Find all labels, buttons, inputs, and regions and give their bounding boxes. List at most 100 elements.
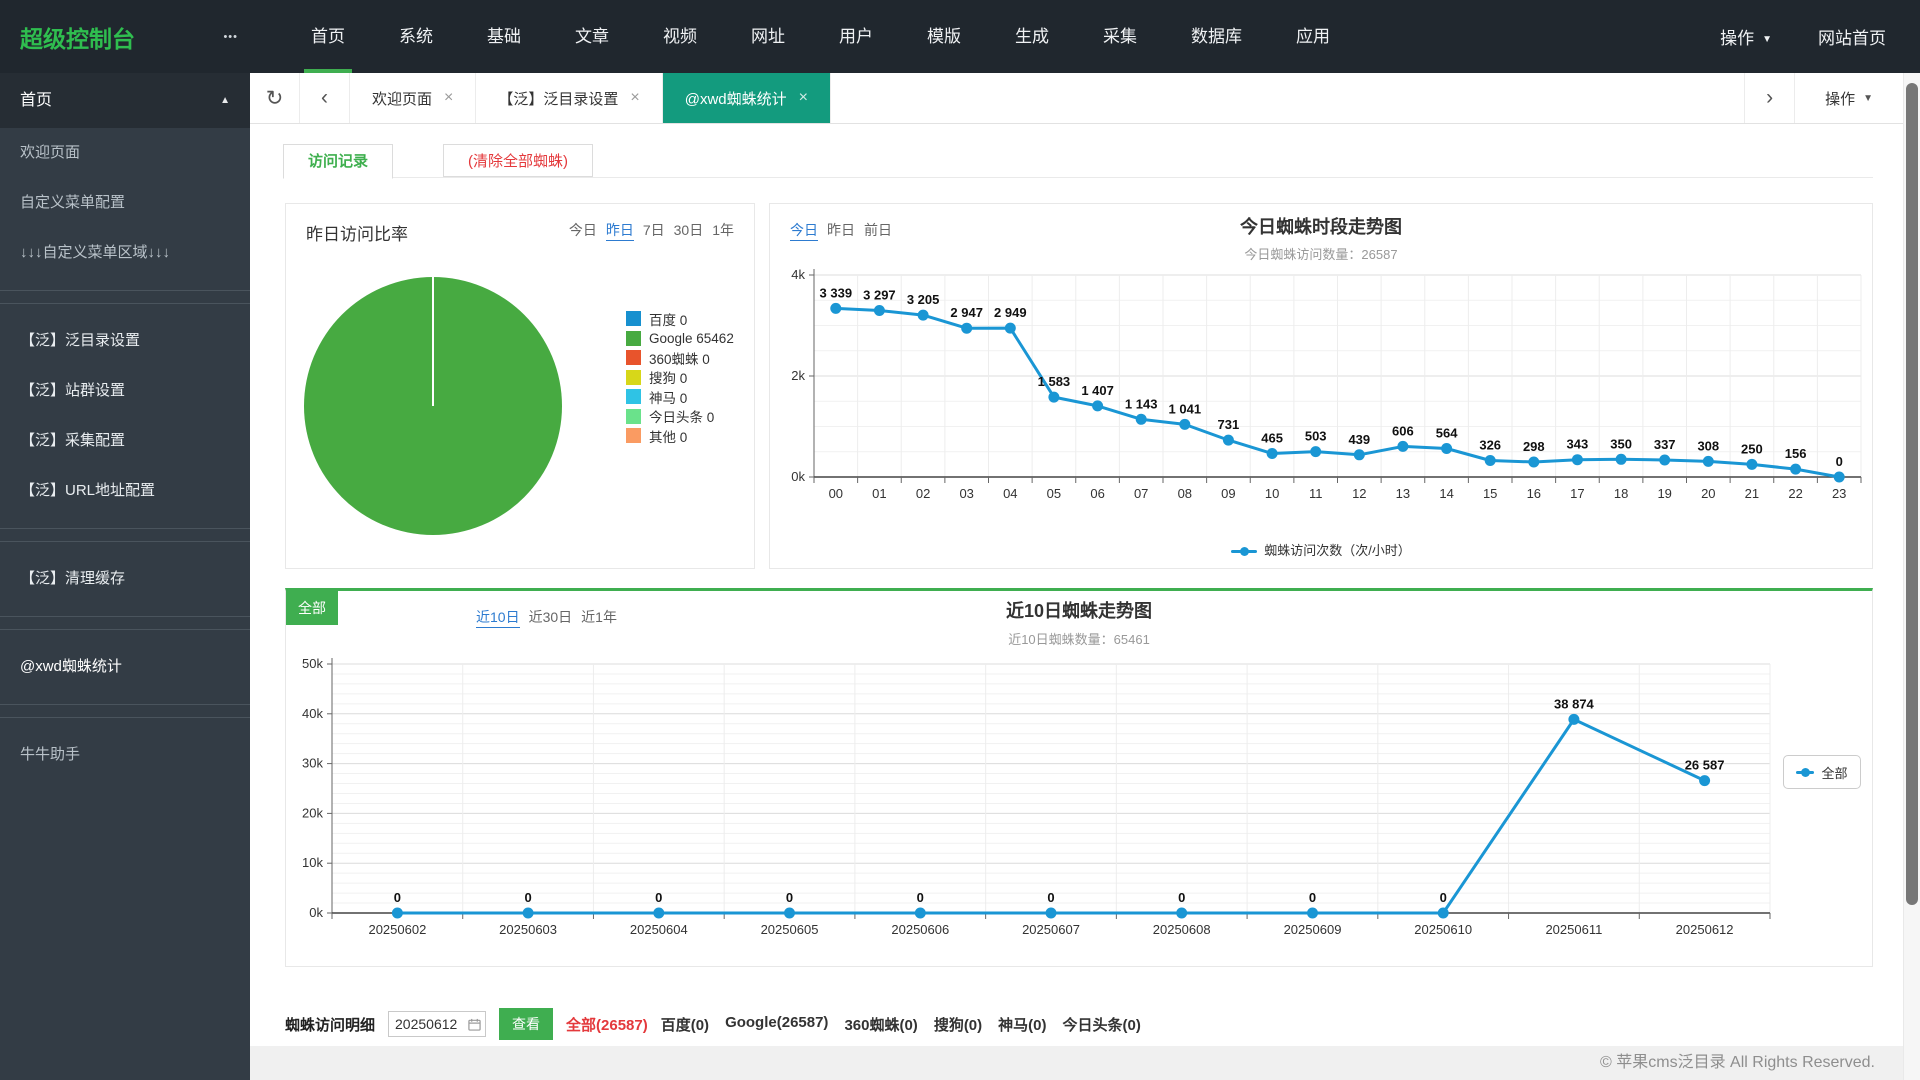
sidebar-item-13[interactable]: 牛牛助手	[0, 730, 250, 780]
stat-links: 百度(0) Google(26587) 360蜘蛛(0) 搜狗(0) 神马(0) 今日头条…	[661, 1014, 1141, 1035]
stat-link-3[interactable]: 搜狗(0)	[934, 1014, 982, 1035]
tab-close-icon[interactable]: ×	[799, 89, 808, 107]
copyright: © 苹果cms泛目录 All Rights Reserved.	[1600, 1054, 1875, 1071]
svg-text:1 407: 1 407	[1081, 383, 1114, 398]
svg-text:10: 10	[1265, 486, 1279, 501]
pie-filter-4[interactable]: 1年	[712, 222, 734, 238]
scroll-tabs-right-button[interactable]: ›	[1744, 73, 1794, 123]
caret-down-icon: ▼	[1863, 93, 1873, 104]
pie-legend-item-0[interactable]: 百度 0	[626, 309, 734, 329]
svg-text:00: 00	[829, 486, 843, 501]
top-nav-item-3[interactable]: 文章	[548, 0, 636, 73]
svg-text:30k: 30k	[302, 756, 323, 771]
topbar-action-dropdown[interactable]: 操作▼	[1720, 24, 1772, 49]
sidebar-header[interactable]: 首页 ▲	[0, 73, 250, 128]
svg-text:20250602: 20250602	[368, 922, 426, 937]
svg-text:4k: 4k	[791, 267, 805, 282]
open-tab-2[interactable]: @xwd蜘蛛统计×	[663, 73, 831, 123]
site-home-link[interactable]: 网站首页	[1818, 24, 1886, 49]
sidebar-item-11[interactable]: @xwd蜘蛛统计	[0, 642, 250, 692]
collapse-sidebar-icon[interactable]: •••	[223, 31, 238, 43]
scrollbar-thumb[interactable]	[1906, 83, 1918, 905]
svg-text:09: 09	[1221, 486, 1235, 501]
top-nav-item-2[interactable]: 基础	[460, 0, 548, 73]
stat-link-5[interactable]: 今日头条(0)	[1063, 1014, 1141, 1035]
pie-legend-item-1[interactable]: Google 65462	[626, 329, 734, 349]
pie-filter-0[interactable]: 今日	[569, 222, 597, 238]
hourly-line-chart: 0k2k4k0001020304050607080910111213141516…	[770, 204, 1872, 568]
sidebar-item-7[interactable]: 【泛】URL地址配置	[0, 466, 250, 516]
pie-panel: 昨日访问比率 今日昨日7日30日1年 百度 0Google 65462360蜘蛛…	[285, 203, 755, 569]
view-button[interactable]: 查看	[499, 1008, 553, 1040]
sidebar-item-4[interactable]: 【泛】泛目录设置	[0, 316, 250, 366]
sidebar-item-2[interactable]: ↓↓↓自定义菜单区域↓↓↓	[0, 228, 250, 278]
top-nav-item-4[interactable]: 视频	[636, 0, 724, 73]
pie-filters: 今日昨日 7日 30日 1年	[569, 220, 734, 245]
stat-total-link[interactable]: 全部(26587)	[566, 1014, 648, 1035]
stat-link-4[interactable]: 神马(0)	[998, 1014, 1046, 1035]
stat-link-1[interactable]: Google(26587)	[725, 1014, 828, 1035]
legend-swatch	[626, 370, 641, 385]
sidebar-item-0[interactable]: 欢迎页面	[0, 128, 250, 178]
sidebar-item-9[interactable]: 【泛】清理缓存	[0, 554, 250, 604]
scroll-tabs-left-button[interactable]: ‹	[300, 73, 350, 123]
date-input[interactable]	[389, 1016, 461, 1032]
pie-filter-1[interactable]: 昨日	[606, 222, 634, 241]
svg-text:2 947: 2 947	[950, 305, 983, 320]
legend-label: 其他 0	[649, 426, 687, 446]
pie-legend-item-6[interactable]: 其他 0	[626, 426, 734, 446]
top-nav-item-7[interactable]: 模版	[900, 0, 988, 73]
svg-text:343: 343	[1567, 437, 1589, 452]
svg-text:20250604: 20250604	[630, 922, 688, 937]
svg-text:13: 13	[1396, 486, 1410, 501]
open-tab-1[interactable]: 【泛】泛目录设置×	[476, 73, 662, 123]
pie-panel-header: 昨日访问比率 今日昨日7日30日1年	[286, 204, 754, 245]
hourly-legend[interactable]: 蜘蛛访问次数（次/小时）	[770, 540, 1872, 559]
daily-legend-label: 全部	[1821, 763, 1847, 782]
calendar-icon[interactable]	[468, 1018, 481, 1031]
vertical-scrollbar[interactable]	[1903, 73, 1920, 1080]
svg-text:0k: 0k	[309, 905, 323, 920]
pie-legend-item-2[interactable]: 360蜘蛛 0	[626, 348, 734, 368]
tab-clear-all-spiders[interactable]: (清除全部蜘蛛)	[443, 144, 593, 177]
legend-swatch	[626, 311, 641, 326]
refresh-button[interactable]: ↻	[250, 73, 300, 123]
top-nav-item-6[interactable]: 用户	[812, 0, 900, 73]
tab-visit-records[interactable]: 访问记录	[283, 144, 393, 179]
pie-legend-item-4[interactable]: 神马 0	[626, 387, 734, 407]
top-nav-item-10[interactable]: 数据库	[1164, 0, 1269, 73]
pie-filter-3[interactable]: 30日	[674, 222, 704, 238]
sidebar-item-6[interactable]: 【泛】采集配置	[0, 416, 250, 466]
pie-filter-2[interactable]: 7日	[643, 222, 665, 238]
daily-legend[interactable]: 全部	[1783, 755, 1861, 789]
svg-text:26 587: 26 587	[1685, 758, 1725, 773]
stat-link-2[interactable]: 360蜘蛛(0)	[844, 1014, 917, 1035]
open-tab-0[interactable]: 欢迎页面×	[350, 73, 476, 123]
svg-text:20250605: 20250605	[761, 922, 819, 937]
top-nav-item-5[interactable]: 网址	[724, 0, 812, 73]
tab-close-icon[interactable]: ×	[444, 89, 453, 107]
svg-text:11: 11	[1309, 486, 1323, 501]
legend-label: 360蜘蛛 0	[649, 348, 710, 368]
sidebar-item-1[interactable]: 自定义菜单配置	[0, 178, 250, 228]
pie-legend-item-5[interactable]: 今日头条 0	[626, 407, 734, 427]
daily-panel: 全部 近10日近30日近1年 近10日蜘蛛走势图 近10日蜘蛛数量：65461 …	[285, 588, 1873, 967]
tab-close-icon[interactable]: ×	[630, 89, 639, 107]
svg-text:22: 22	[1788, 486, 1802, 501]
svg-text:20250609: 20250609	[1284, 922, 1342, 937]
tab-action-dropdown[interactable]: 操作▼	[1794, 73, 1903, 123]
legend-label: 神马 0	[649, 387, 687, 407]
svg-text:350: 350	[1610, 436, 1632, 451]
top-nav-item-8[interactable]: 生成	[988, 0, 1076, 73]
top-nav-item-9[interactable]: 采集	[1076, 0, 1164, 73]
top-nav-item-11[interactable]: 应用	[1269, 0, 1357, 73]
svg-text:14: 14	[1439, 486, 1453, 501]
svg-text:20250608: 20250608	[1153, 922, 1211, 937]
line-marker-icon	[1231, 550, 1257, 553]
top-nav-item-0[interactable]: 首页	[284, 0, 372, 73]
legend-label: 今日头条 0	[649, 406, 714, 426]
sidebar-item-5[interactable]: 【泛】站群设置	[0, 366, 250, 416]
top-nav-item-1[interactable]: 系统	[372, 0, 460, 73]
stat-link-0[interactable]: 百度(0)	[661, 1014, 709, 1035]
pie-legend-item-3[interactable]: 搜狗 0	[626, 368, 734, 388]
